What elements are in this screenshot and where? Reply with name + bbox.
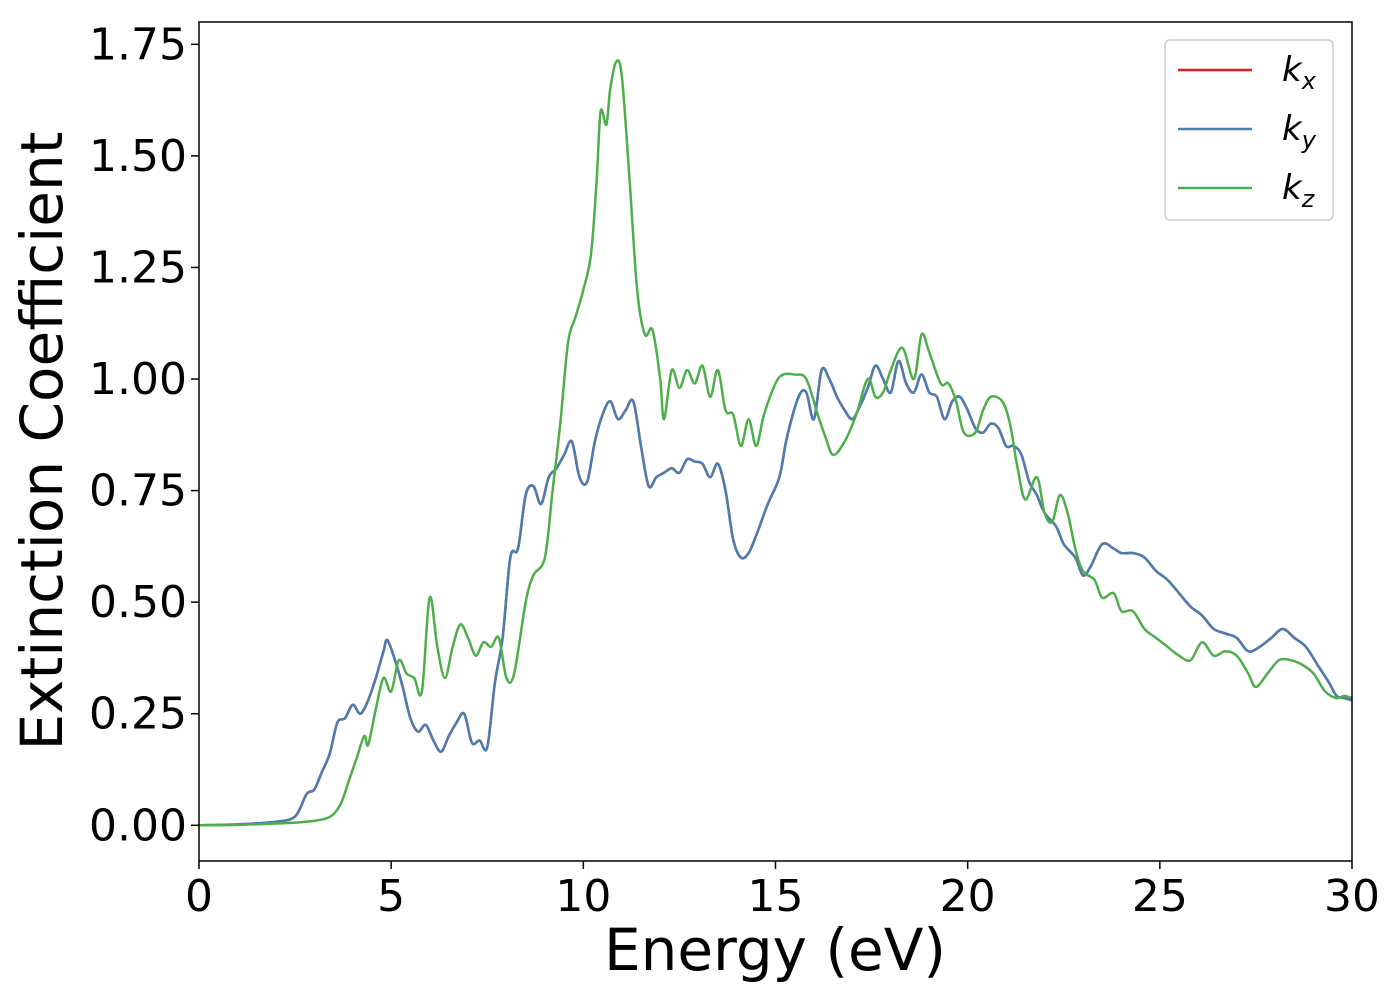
y-axis: 0.00 0.25 0.50 0.75 1.00 1.25 1.50 1.75 bbox=[89, 19, 199, 851]
y-tick-label: 1.50 bbox=[89, 131, 187, 182]
legend: kx ky kz bbox=[1164, 39, 1334, 221]
x-axis: 0 5 10 15 20 25 30 bbox=[185, 861, 1380, 922]
x-tick-label: 5 bbox=[377, 871, 405, 922]
x-tick-label: 30 bbox=[1324, 871, 1380, 922]
x-tick-label: 0 bbox=[185, 871, 213, 922]
x-tick-label: 15 bbox=[748, 871, 804, 922]
y-axis-title: Extinction Coefficient bbox=[8, 132, 76, 751]
x-axis-title: Energy (eV) bbox=[604, 916, 946, 984]
x-tick-label: 20 bbox=[940, 871, 996, 922]
x-tick-label: 25 bbox=[1132, 871, 1188, 922]
y-tick-label: 1.75 bbox=[89, 19, 187, 70]
series-line-z bbox=[199, 59, 1352, 827]
legend-label-y: ky bbox=[1282, 109, 1317, 154]
y-tick-label: 0.25 bbox=[89, 689, 187, 740]
y-tick-label: 0.00 bbox=[89, 800, 187, 851]
x-tick-label: 10 bbox=[555, 871, 611, 922]
legend-label-z: kz bbox=[1282, 168, 1316, 213]
legend-label-x: kx bbox=[1282, 50, 1317, 95]
y-tick-label: 1.25 bbox=[89, 242, 187, 293]
y-tick-label: 1.00 bbox=[89, 354, 187, 405]
series-line-y bbox=[199, 359, 1352, 827]
plot-background bbox=[199, 22, 1352, 861]
series-layer bbox=[199, 59, 1352, 827]
y-tick-label: 0.75 bbox=[89, 466, 187, 517]
y-tick-label: 0.50 bbox=[89, 577, 187, 628]
